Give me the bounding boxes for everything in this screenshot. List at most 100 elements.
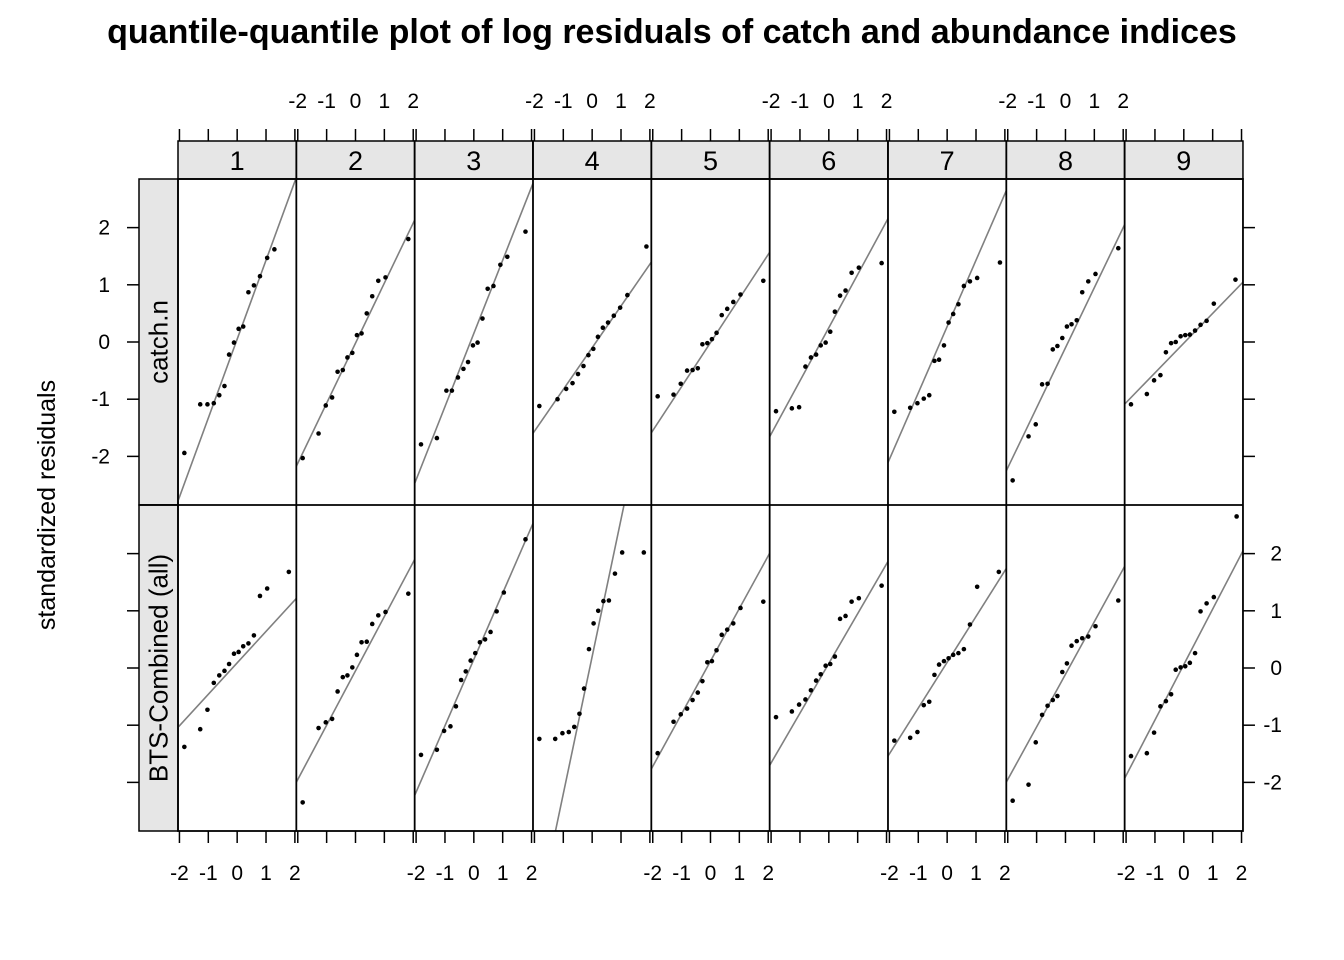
qq-point-r1-age1-6	[222, 383, 227, 389]
qq-point-r1-age6-6	[813, 352, 819, 357]
qq-point-r2-age5-10	[714, 647, 719, 653]
qq-point-r1-age4-9	[595, 334, 601, 340]
qq-point-r1-age3-7	[465, 359, 471, 365]
x-tick-label-bottom-age9-1: -1	[1146, 862, 1165, 885]
column-strip-label-3: 3	[466, 146, 481, 176]
qq-point-r2-age4-15	[641, 550, 647, 555]
qq-point-r1-age1-12	[251, 283, 257, 288]
qq-point-r2-age2-13	[375, 613, 381, 618]
qq-point-r1-age9-5	[1163, 349, 1169, 355]
qq-point-r2-age9-3	[1151, 730, 1157, 735]
qq-point-r1-age3-5	[455, 375, 461, 380]
qq-point-r1-age8-7	[1055, 343, 1060, 349]
qq-line-r1-age9	[1124, 281, 1243, 405]
x-tick-label-bottom-age5-0: -2	[643, 862, 662, 885]
qq-point-r1-age9-2	[1144, 391, 1150, 397]
qq-point-r2-age8-15	[1115, 598, 1121, 603]
qq-point-r2-age4-9	[591, 621, 596, 626]
qq-point-r2-age1-4	[211, 680, 217, 686]
qq-point-r2-age3-8	[468, 658, 473, 663]
qq-line-r2-age4	[554, 505, 625, 831]
y-tick-label-right-4: 2	[1270, 543, 1282, 566]
qq-point-r1-age2-8	[350, 350, 355, 356]
qq-point-r1-age8-1	[1010, 478, 1015, 483]
qq-point-r1-age2-6	[340, 367, 346, 373]
x-tick-label-bottom-age5-1: -1	[672, 862, 691, 885]
x-tick-label-bottom-age1-0: -2	[170, 862, 189, 885]
x-tick-label-bottom-age9-4: 2	[1236, 862, 1248, 885]
x-tick-label-bottom-age5-3: 1	[734, 862, 746, 885]
qq-point-r2-age1-2	[197, 726, 203, 732]
qq-point-r2-age7-12	[961, 646, 967, 652]
qq-point-r1-age6-15	[879, 260, 884, 266]
qq-point-r1-age7-13	[967, 279, 973, 284]
y-tick-label-left-3: 1	[98, 274, 110, 297]
column-strip-label-6: 6	[821, 146, 836, 176]
qq-point-r2-age6-4	[803, 697, 808, 702]
qq-point-r1-age1-11	[246, 289, 251, 295]
qq-point-r2-age8-9	[1064, 661, 1070, 666]
qq-point-r2-age2-4	[329, 716, 335, 722]
qq-point-r1-age7-4	[921, 396, 927, 401]
x-tick-label-bottom-age7-0: -2	[880, 862, 899, 885]
column-strip-label-5: 5	[703, 146, 718, 176]
qq-point-r2-age4-5	[571, 724, 577, 730]
qq-point-r1-age6-8	[823, 340, 828, 345]
qq-point-r1-age3-13	[498, 262, 503, 268]
x-tick-label-bottom-age3-1: -1	[436, 862, 455, 885]
qq-point-r2-age8-1	[1010, 798, 1015, 803]
y-tick-label-right-3: 1	[1270, 600, 1282, 623]
qq-point-r1-age4-15	[644, 244, 649, 249]
qq-line-r2-age7	[887, 568, 1007, 757]
x-tick-label-top-age2-1: -1	[317, 90, 336, 113]
qq-point-r1-age1-9	[236, 326, 241, 332]
qq-point-r1-age9-13	[1204, 318, 1209, 324]
qq-point-r2-age5-11	[719, 632, 725, 638]
qq-point-r1-age3-9	[475, 340, 480, 345]
qq-point-r1-age3-12	[491, 283, 496, 289]
qq-point-r2-age6-13	[849, 599, 854, 604]
y-axis-label: standardized residuals	[33, 380, 61, 630]
qq-point-r1-age7-7	[936, 357, 942, 363]
qq-point-r1-age9-12	[1198, 322, 1203, 328]
qq-line-r1-age1	[178, 179, 297, 502]
qq-point-r1-age7-9	[946, 320, 951, 325]
qq-point-r1-age2-7	[345, 355, 350, 360]
qq-point-r2-age5-2	[671, 719, 676, 725]
x-tick-label-top-age6-1: -1	[791, 90, 810, 113]
qq-point-r2-age3-3	[441, 728, 447, 734]
qq-point-r2-age9-1	[1128, 753, 1134, 759]
qq-point-r2-age5-15	[761, 599, 766, 604]
qq-point-r1-age2-2	[316, 431, 321, 436]
qq-point-r2-age4-14	[619, 550, 625, 555]
qq-point-r2-age7-4	[921, 702, 927, 708]
qq-point-r2-age2-14	[383, 609, 388, 615]
qq-point-r1-age6-5	[808, 355, 814, 360]
qq-line-r1-age6	[769, 218, 888, 438]
x-tick-label-top-age8-4: 2	[1117, 90, 1129, 113]
qq-point-r1-age1-4	[211, 400, 217, 406]
qq-point-r1-age2-9	[354, 332, 360, 338]
qq-point-r2-age2-10	[359, 639, 364, 645]
row-strip-label-catch-n: catch.n	[144, 300, 174, 384]
qq-point-r2-age3-15	[523, 537, 528, 542]
qq-point-r1-age1-8	[231, 340, 237, 345]
x-tick-label-bottom-age3-4: 2	[526, 862, 538, 885]
qq-point-r2-age6-1	[773, 714, 779, 720]
qq-point-r2-age3-1	[418, 752, 424, 758]
qq-point-r2-age9-11	[1192, 650, 1198, 656]
qq-point-r1-age4-12	[611, 313, 617, 318]
qq-point-r2-age5-14	[738, 605, 743, 611]
qq-point-r1-age2-4	[329, 395, 335, 400]
x-tick-label-bottom-age1-3: 1	[260, 862, 272, 885]
qq-point-r2-age8-14	[1093, 623, 1098, 629]
qq-point-r1-age4-2	[555, 396, 560, 402]
x-tick-label-top-age6-2: 0	[823, 90, 835, 113]
qq-point-r2-age7-1	[892, 738, 897, 743]
qq-point-r2-age9-4	[1158, 704, 1163, 709]
qq-point-r2-age5-12	[724, 627, 730, 632]
x-tick-label-bottom-age1-4: 2	[289, 862, 301, 885]
qq-point-r1-age9-14	[1211, 301, 1217, 306]
qq-point-r1-age5-13	[730, 299, 736, 305]
